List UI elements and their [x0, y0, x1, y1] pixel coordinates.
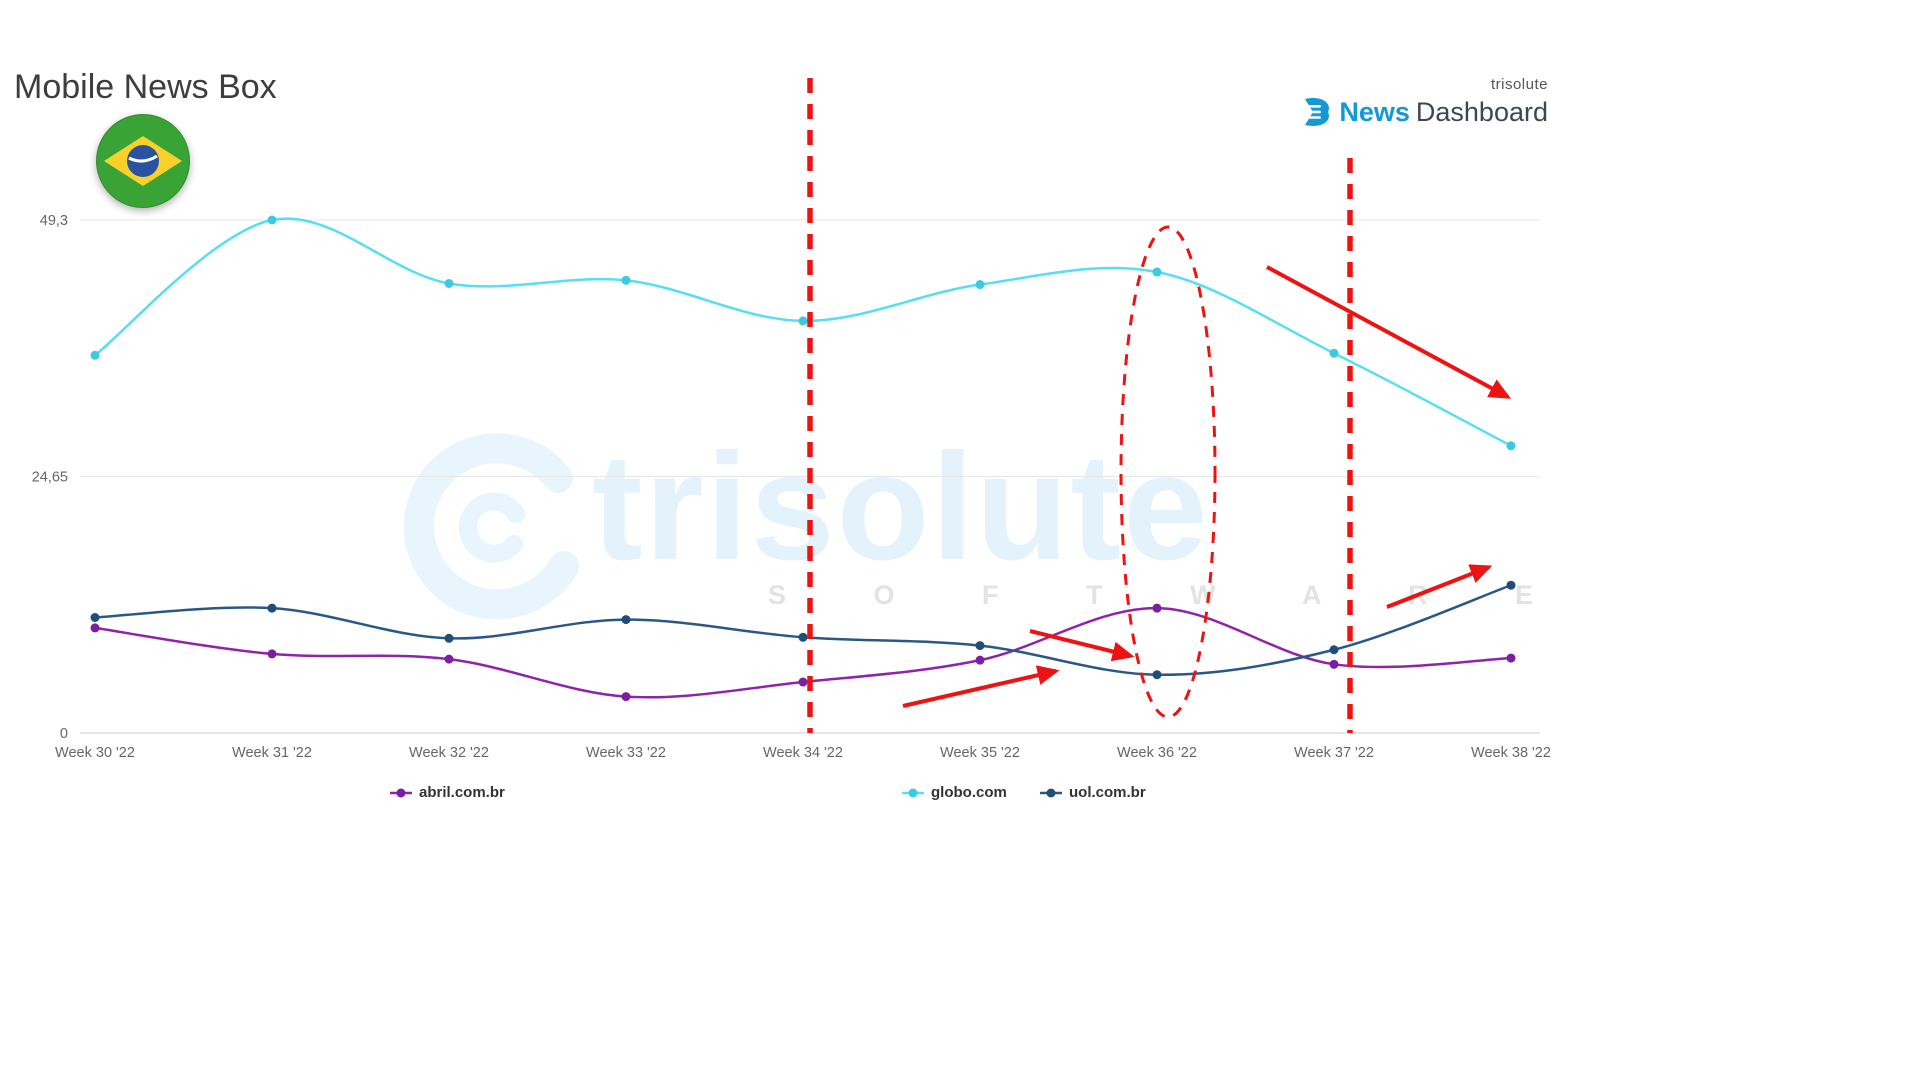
series-line-globo.com [94, 217, 1512, 447]
annotation-arrow [1029, 629, 1135, 662]
x-axis-label: Week 30 '22 [55, 745, 135, 761]
data-point [444, 278, 454, 288]
page-title: Mobile News Box [14, 68, 277, 106]
annotation-arrow [1266, 265, 1512, 399]
data-point [1152, 267, 1162, 277]
data-point [1329, 659, 1339, 669]
data-point [975, 655, 985, 665]
annotation-layer [807, 78, 1512, 733]
x-axis-label: Week 32 '22 [409, 745, 489, 761]
data-point [798, 316, 808, 326]
data-point [444, 654, 454, 664]
brand-dashboard-text: Dashboard [1415, 96, 1548, 127]
data-point [621, 692, 631, 702]
brazil-flag-icon [96, 114, 190, 208]
data-point [267, 215, 277, 225]
data-point [1506, 653, 1516, 663]
data-point [1329, 348, 1339, 358]
x-axis-label: Week 37 '22 [1294, 745, 1374, 761]
legend-label: globo.com [931, 784, 1007, 801]
data-point [267, 649, 277, 659]
data-point [1152, 603, 1162, 613]
grid-layer: 0 24,65 49,3 Week 30 '22 Week 31 '22 Week 32 … [32, 213, 1551, 761]
data-point [975, 641, 985, 651]
legend-marker-icon [1040, 788, 1062, 797]
annotation-arrow [902, 665, 1060, 708]
brand-logo: trisolute News Dashboard [1301, 76, 1548, 128]
x-axis-label: Week 36 '22 [1117, 745, 1197, 761]
legend-item-uol.com.br[interactable]: uol.com.br [1040, 784, 1146, 801]
legend-marker-icon [902, 788, 924, 797]
data-point [1506, 441, 1516, 451]
legend-label: uol.com.br [1069, 784, 1146, 801]
brand-small-text: trisolute [1490, 76, 1548, 93]
data-point [1329, 645, 1339, 655]
brazil-flag-svg [96, 114, 190, 208]
data-point [267, 603, 277, 613]
data-point [798, 632, 808, 642]
data-point [975, 280, 985, 290]
data-point [621, 615, 631, 625]
data-point [1152, 670, 1162, 680]
legend-marker-icon [390, 788, 412, 797]
chart-legend: abril.com.br globo.com uol.com.br [0, 784, 1920, 814]
y-axis-label: 0 [60, 726, 68, 742]
x-axis-label: Week 31 '22 [232, 745, 312, 761]
data-point [621, 275, 631, 285]
series-layer [90, 215, 1516, 702]
x-axis-label: Week 35 '22 [940, 745, 1020, 761]
x-axis-label: Week 34 '22 [763, 745, 843, 761]
data-point [798, 677, 808, 687]
legend-item-globo.com[interactable]: globo.com [902, 784, 1007, 801]
data-point [90, 612, 100, 622]
y-axis-label: 49,3 [40, 213, 68, 229]
annotation-ellipse [1119, 225, 1217, 719]
annotation-arrow [1386, 564, 1493, 609]
y-axis-label: 24,65 [32, 470, 68, 486]
legend-item-abril.com.br[interactable]: abril.com.br [390, 784, 505, 801]
x-axis-label: Week 33 '22 [586, 745, 666, 761]
newsdashboard-logo-icon [1305, 98, 1330, 126]
x-axis-label: Week 38 '22 [1471, 745, 1551, 761]
data-point [1506, 580, 1516, 590]
legend-label: abril.com.br [419, 784, 505, 801]
data-point [444, 633, 454, 643]
data-point [90, 623, 100, 633]
series-line-uol.com.br [94, 584, 1512, 676]
brand-news-text: News [1339, 96, 1410, 127]
data-point [90, 350, 100, 360]
